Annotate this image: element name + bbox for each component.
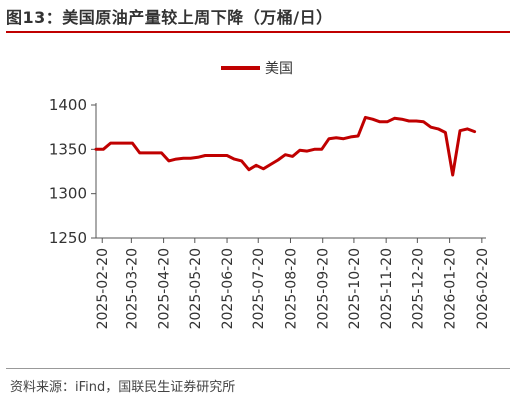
legend-label-美国: 美国 (265, 61, 293, 77)
x-tick-label: 2025-07-20 (251, 248, 267, 329)
y-tick-label: 1400 (49, 96, 87, 114)
y-axis: 1250 1300 1350 1400 (49, 96, 97, 247)
x-tick-label: 2025-11-20 (379, 248, 395, 329)
series-layer (94, 115, 477, 177)
x-tick-label: 2025-04-20 (157, 248, 173, 329)
x-tick-label: 2025-08-20 (283, 248, 299, 329)
x-tick-label: 2025-03-20 (124, 248, 140, 329)
x-tick-label: 2025-06-20 (220, 248, 236, 329)
x-tick-label: 2025-09-20 (316, 248, 332, 329)
chart-title: 图13：美国原油产量较上周下降（万桶/日） (6, 8, 333, 27)
source-note: 资料来源：iFind，国联民生证券研究所 (10, 380, 236, 395)
x-tick-label: 2025-02-20 (95, 248, 111, 329)
x-axis: 2025-02-20 2025-03-20 2025-04-20 2025-05-20… (95, 237, 491, 329)
x-tick-label: 2026-01-20 (443, 248, 459, 329)
x-tick-label: 2025-10-20 (347, 248, 363, 329)
y-tick-label: 1300 (49, 185, 87, 203)
legend: 美国 (221, 61, 293, 77)
series-line-美国 (94, 115, 477, 177)
y-tick-label: 1250 (49, 229, 87, 247)
title-underline (6, 31, 510, 33)
x-tick-label: 2026-02-20 (475, 248, 491, 329)
y-tick-label: 1350 (49, 140, 87, 158)
source-divider (6, 368, 510, 369)
x-tick-label: 2025-12-20 (410, 248, 426, 329)
x-tick-label: 2025-05-20 (188, 248, 204, 329)
